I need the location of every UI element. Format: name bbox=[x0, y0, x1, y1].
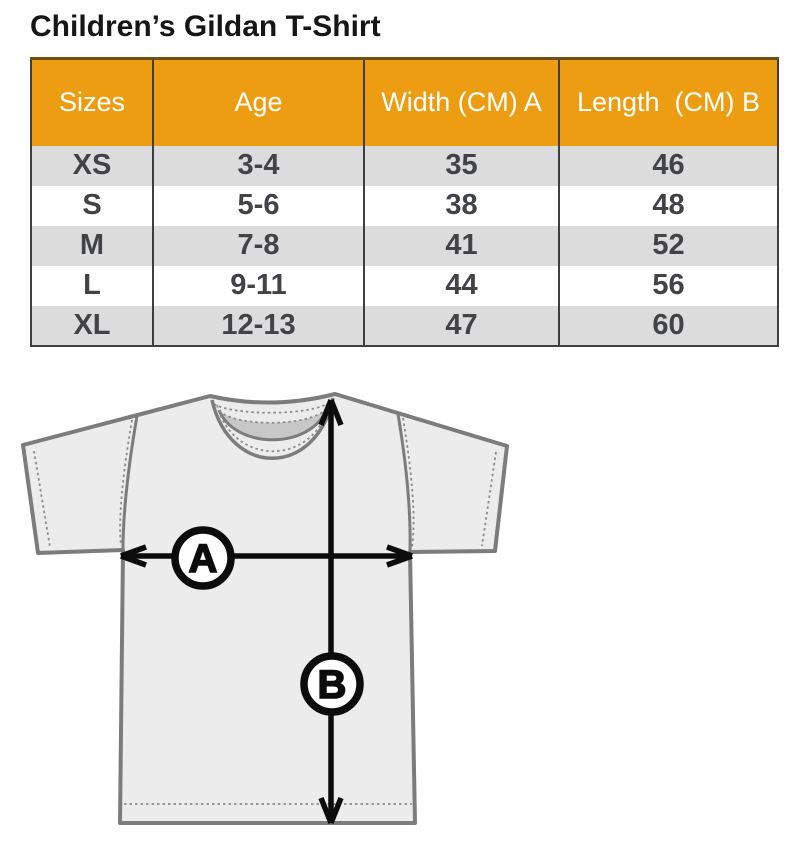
cell-size: L bbox=[31, 265, 153, 306]
header-length: Length (CM) B bbox=[558, 58, 778, 146]
header-age: Age bbox=[152, 58, 364, 146]
header-width: Width (CM) A bbox=[363, 58, 559, 146]
cell-width: 41 bbox=[363, 225, 559, 266]
cell-length: 46 bbox=[558, 145, 778, 186]
cell-age: 7-8 bbox=[152, 225, 364, 266]
cell-size: XS bbox=[31, 145, 153, 186]
width-label: A bbox=[189, 537, 218, 581]
cell-size: XL bbox=[31, 305, 153, 346]
table-row: L 9-11 44 56 bbox=[31, 265, 778, 306]
width-arrow-icon bbox=[120, 544, 413, 568]
cell-width: 38 bbox=[363, 185, 559, 226]
table-row: S 5-6 38 48 bbox=[31, 185, 778, 226]
table-header-row: Sizes Age Width (CM) A Length (CM) B bbox=[31, 58, 778, 146]
length-arrow-icon bbox=[318, 398, 344, 825]
tshirt-outline-icon bbox=[21, 392, 509, 825]
table-row: XS 3-4 35 46 bbox=[31, 145, 778, 186]
cell-age: 3-4 bbox=[152, 145, 364, 186]
cell-width: 47 bbox=[363, 305, 559, 346]
tshirt-measurement-diagram: A B bbox=[21, 392, 509, 825]
cell-size: S bbox=[31, 185, 153, 226]
cell-length: 52 bbox=[558, 225, 778, 266]
cell-age: 9-11 bbox=[152, 265, 364, 306]
cell-width: 35 bbox=[363, 145, 559, 186]
size-table: Sizes Age Width (CM) A Length (CM) B XS … bbox=[30, 57, 779, 347]
length-label: B bbox=[318, 663, 347, 707]
cell-age: 12-13 bbox=[152, 305, 364, 346]
cell-age: 5-6 bbox=[152, 185, 364, 226]
cell-size: M bbox=[31, 225, 153, 266]
table-row: XL 12-13 47 60 bbox=[31, 305, 778, 346]
cell-length: 56 bbox=[558, 265, 778, 306]
table-row: M 7-8 41 52 bbox=[31, 225, 778, 266]
length-label-badge: B bbox=[300, 652, 364, 716]
page-title: Children’s Gildan T-Shirt bbox=[30, 10, 381, 43]
cell-width: 44 bbox=[363, 265, 559, 306]
width-label-badge: A bbox=[171, 526, 235, 590]
cell-length: 60 bbox=[558, 305, 778, 346]
cell-length: 48 bbox=[558, 185, 778, 226]
header-sizes: Sizes bbox=[31, 58, 153, 146]
